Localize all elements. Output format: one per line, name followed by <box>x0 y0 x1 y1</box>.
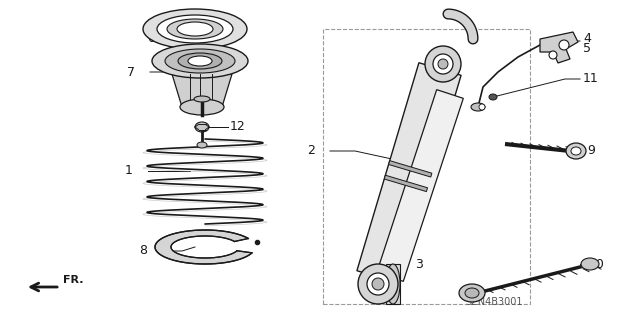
Ellipse shape <box>157 15 233 43</box>
Ellipse shape <box>425 46 461 82</box>
Ellipse shape <box>386 264 400 304</box>
Ellipse shape <box>358 264 398 304</box>
Ellipse shape <box>197 142 207 148</box>
Ellipse shape <box>471 103 485 111</box>
Text: 8: 8 <box>139 244 147 257</box>
Text: 1: 1 <box>125 165 133 177</box>
Ellipse shape <box>433 54 453 74</box>
Ellipse shape <box>459 284 485 302</box>
Polygon shape <box>388 161 432 177</box>
Polygon shape <box>155 230 252 264</box>
Ellipse shape <box>438 59 448 69</box>
Ellipse shape <box>143 9 247 49</box>
Ellipse shape <box>581 258 599 270</box>
Bar <box>386 264 400 304</box>
Ellipse shape <box>194 96 210 102</box>
Text: SZN4B3001: SZN4B3001 <box>465 297 522 307</box>
Ellipse shape <box>165 49 235 73</box>
Text: 6: 6 <box>147 33 155 46</box>
Text: 10: 10 <box>589 257 605 271</box>
Text: 9: 9 <box>587 145 595 158</box>
Ellipse shape <box>178 53 222 69</box>
Bar <box>323 29 530 304</box>
Ellipse shape <box>152 44 248 78</box>
Ellipse shape <box>167 19 223 39</box>
Ellipse shape <box>177 22 213 36</box>
Ellipse shape <box>195 122 209 132</box>
Polygon shape <box>377 90 463 281</box>
Polygon shape <box>172 74 232 107</box>
Text: FR.: FR. <box>63 275 83 285</box>
Ellipse shape <box>465 288 479 298</box>
Ellipse shape <box>566 143 586 159</box>
Text: 7: 7 <box>127 65 135 78</box>
Ellipse shape <box>559 40 569 50</box>
Text: 11: 11 <box>583 72 599 85</box>
Polygon shape <box>357 63 461 283</box>
Ellipse shape <box>479 104 485 110</box>
Ellipse shape <box>367 273 389 295</box>
Text: 3: 3 <box>415 257 423 271</box>
Text: 12: 12 <box>230 121 246 133</box>
Text: 2: 2 <box>307 145 315 158</box>
Ellipse shape <box>489 94 497 100</box>
Text: 5: 5 <box>583 42 591 56</box>
Polygon shape <box>384 175 428 192</box>
Ellipse shape <box>549 51 557 59</box>
Text: 4: 4 <box>583 32 591 44</box>
Ellipse shape <box>372 278 384 290</box>
Ellipse shape <box>180 99 224 115</box>
Ellipse shape <box>188 56 212 66</box>
Polygon shape <box>540 32 578 63</box>
Ellipse shape <box>571 147 581 155</box>
